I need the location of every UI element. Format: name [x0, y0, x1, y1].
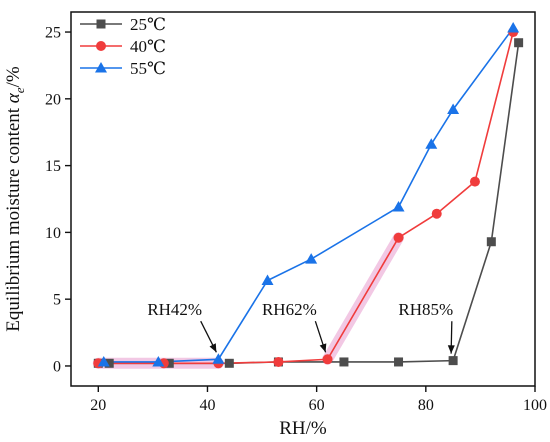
- x-tick-label-20: 20: [90, 397, 106, 414]
- data-point-s3-6: [392, 201, 405, 212]
- axis-tick-labels: 20 40 60 80 100 0 5 10 15 20 25: [45, 25, 547, 414]
- legend-marker-1: [96, 19, 106, 29]
- data-point-s3-4: [261, 274, 274, 285]
- data-point-s1-6: [339, 357, 349, 367]
- data-point-s1-10: [514, 38, 524, 48]
- x-tick-label-100: 100: [523, 397, 547, 414]
- legend: 25℃ 40℃ 55℃: [80, 15, 166, 78]
- legend-label-3: 55℃: [130, 59, 166, 78]
- data-point-s2-6: [393, 232, 404, 243]
- data-point-s3-3: [212, 353, 225, 364]
- y-tick-label-15: 15: [45, 158, 61, 175]
- annotation-arrowhead-2: [319, 343, 327, 353]
- annotation-arrowhead-3: [447, 345, 455, 354]
- x-tick-label-80: 80: [418, 397, 434, 414]
- data-point-s1-2: [104, 358, 114, 368]
- data-point-s3-8: [447, 103, 460, 115]
- data-point-s1-8: [448, 356, 458, 366]
- series-markers: [93, 22, 524, 369]
- annotation-arrowhead-1: [209, 343, 217, 353]
- data-point-s3-5: [305, 253, 318, 264]
- y-tick-label-10: 10: [45, 225, 61, 242]
- axis-ticks: [65, 31, 536, 392]
- data-point-s1-7: [394, 357, 404, 367]
- annotation-label-3: RH85%: [398, 300, 453, 319]
- legend-label-2: 40℃: [130, 37, 166, 56]
- data-point-s3-9: [507, 22, 520, 33]
- legend-marker-2: [96, 41, 106, 51]
- legend-label-1: 25℃: [130, 15, 166, 34]
- y-tick-label-5: 5: [53, 292, 61, 309]
- x-axis-title: RH/%: [279, 418, 327, 439]
- annotation-label-2: RH62%: [262, 300, 317, 319]
- annotation-label-1: RH42%: [147, 300, 202, 319]
- plot-frame: [70, 11, 536, 387]
- y-axis-title-suffix: /%: [3, 66, 24, 87]
- y-axis-title-subscript: e: [12, 87, 27, 93]
- data-point-s3-2: [152, 355, 165, 367]
- data-point-s2-5: [322, 354, 333, 365]
- legend-marker-3: [95, 62, 107, 73]
- y-tick-label-20: 20: [45, 91, 61, 108]
- x-tick-label-40: 40: [199, 397, 215, 414]
- highlight-segments: [92, 232, 405, 369]
- data-point-s2-7: [431, 208, 442, 219]
- y-axis-title-symbol: α: [3, 92, 24, 103]
- data-point-s3-7: [425, 138, 438, 149]
- data-point-s1-9: [486, 237, 496, 247]
- data-point-s2-4: [273, 356, 284, 367]
- y-axis-title-prefix: Equilibrium moisture content: [3, 103, 24, 332]
- data-point-s2-8: [469, 176, 480, 187]
- x-tick-label-60: 60: [309, 397, 325, 414]
- y-axis-title: Equilibrium moisture content αe/%: [3, 66, 27, 332]
- data-point-s1-4: [224, 358, 234, 368]
- y-tick-label-0: 0: [53, 358, 61, 375]
- data-point-s3-1: [97, 355, 110, 367]
- data-point-s1-3: [164, 358, 174, 368]
- annotations: RH42% RH62% RH85%: [147, 300, 455, 354]
- y-tick-label-25: 25: [45, 25, 61, 42]
